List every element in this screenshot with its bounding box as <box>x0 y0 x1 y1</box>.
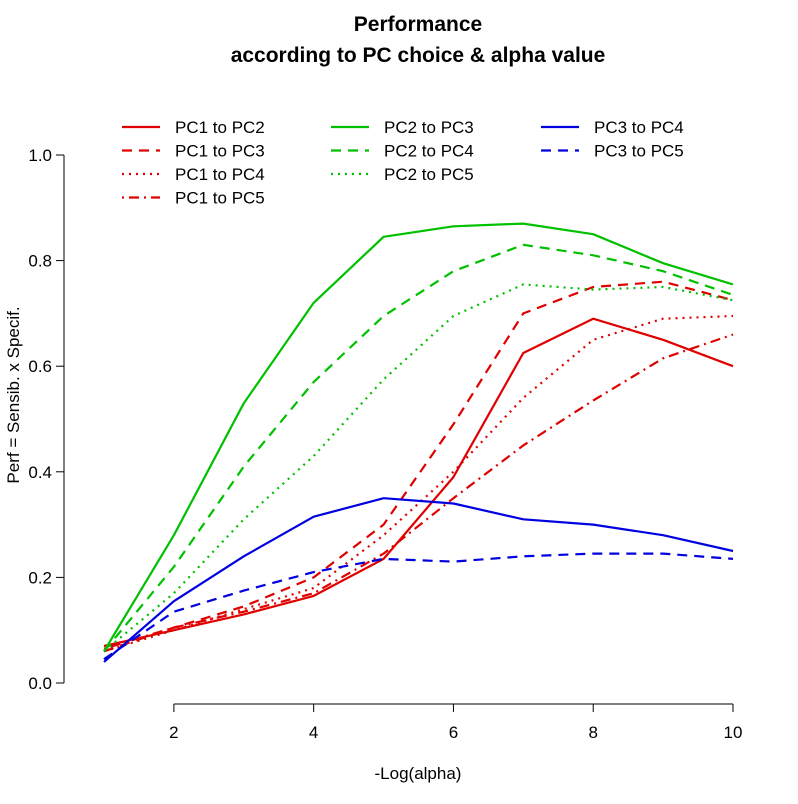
series-line-pc1-to-pc4 <box>103 314 734 653</box>
x-tick-label: 10 <box>724 723 743 742</box>
legend-item: PC1 to PC5 <box>122 189 265 208</box>
x-tick-label: 6 <box>449 723 458 742</box>
series-line-pc1-to-pc3 <box>103 280 734 653</box>
y-tick-label: 0.2 <box>28 568 52 587</box>
legend-item: PC3 to PC4 <box>541 118 684 137</box>
legend-label: PC2 to PC4 <box>384 142 474 161</box>
y-tick-label: 0.0 <box>28 674 52 693</box>
legend-label: PC3 to PC4 <box>594 118 684 137</box>
legend-label: PC1 to PC5 <box>175 189 265 208</box>
legend-item: PC2 to PC3 <box>331 118 474 137</box>
y-tick-label: 0.4 <box>28 463 52 482</box>
x-tick-label: 8 <box>588 723 597 742</box>
legend-item: PC2 to PC5 <box>331 165 474 184</box>
series-line-pc3-to-pc5 <box>103 552 734 661</box>
x-axis-title: -Log(alpha) <box>375 764 462 783</box>
legend-label: PC2 to PC5 <box>384 165 474 184</box>
plot-axes: 2 4 6 8 10 0.0 0.2 0.4 0.6 0.8 1.0 <box>28 146 742 742</box>
legend-item: PC3 to PC5 <box>541 142 684 161</box>
legend: PC1 to PC2 PC1 to PC3 PC1 to PC4 PC1 to PC5… <box>122 118 684 208</box>
y-tick-label: 0.6 <box>28 357 52 376</box>
y-axis-title: Perf = Sensib. x Specif. <box>4 306 23 483</box>
legend-label: PC1 to PC3 <box>175 142 265 161</box>
series-line-pc2-to-pc3 <box>103 222 734 652</box>
legend-item: PC1 to PC2 <box>122 118 265 137</box>
legend-label: PC1 to PC4 <box>175 165 265 184</box>
legend-label: PC1 to PC2 <box>175 118 265 137</box>
series-line-pc1-to-pc5 <box>103 333 734 650</box>
y-tick-label: 1.0 <box>28 146 52 165</box>
x-tick-label: 2 <box>169 723 178 742</box>
title-line-1: Performance <box>354 13 482 36</box>
legend-item: PC2 to PC4 <box>331 142 474 161</box>
legend-label: PC2 to PC3 <box>384 118 474 137</box>
series-line-pc1-to-pc2 <box>103 317 734 648</box>
series-line-pc2-to-pc5 <box>103 283 734 653</box>
title-line-2: according to PC choice & alpha value <box>231 44 606 67</box>
series-lines <box>103 222 734 663</box>
chart-title: Performance according to PC choice & alp… <box>231 13 606 67</box>
x-tick-label: 4 <box>309 723 318 742</box>
y-tick-label: 0.8 <box>28 252 52 271</box>
legend-label: PC3 to PC5 <box>594 142 684 161</box>
legend-item: PC1 to PC4 <box>122 165 265 184</box>
series-line-pc2-to-pc4 <box>103 243 734 653</box>
series-line-pc3-to-pc4 <box>103 497 734 663</box>
legend-item: PC1 to PC3 <box>122 142 265 161</box>
